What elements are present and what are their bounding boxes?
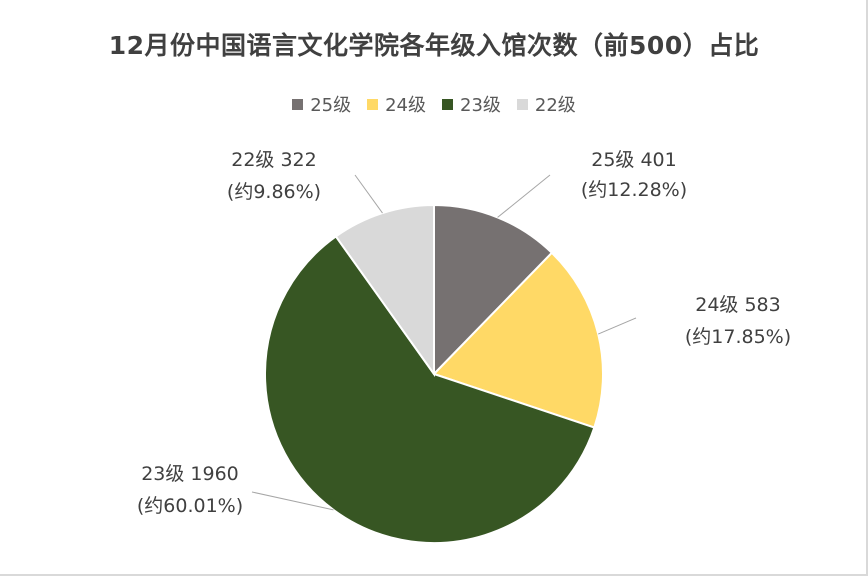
legend-swatch-24 xyxy=(367,98,379,110)
legend-item-25: 25级 xyxy=(292,91,351,117)
legend: 25级 24级 23级 22级 xyxy=(0,91,868,117)
legend-label-25: 25级 xyxy=(310,95,352,116)
legend-swatch-25 xyxy=(292,98,304,110)
legend-label-22: 22级 xyxy=(534,95,576,116)
leader-line-24 xyxy=(598,317,637,335)
pie-slice-25 xyxy=(433,203,554,377)
data-label-percent-25: (约12.28%) xyxy=(581,179,687,201)
legend-item-24: 24级 xyxy=(367,91,426,117)
legend-swatch-23 xyxy=(442,98,453,110)
data-label-value-24: 24级 583 xyxy=(695,294,780,316)
legend-label-24: 24级 xyxy=(385,95,426,116)
leader-line-23 xyxy=(251,491,334,511)
pie-slice-24 xyxy=(432,251,604,429)
legend-item-22: 22级 xyxy=(516,91,576,117)
data-label-value-25: 25级 401 xyxy=(591,149,676,171)
data-label-value-23: 23级 1960 xyxy=(141,463,239,485)
legend-swatch-22 xyxy=(516,98,528,110)
pie-slice-23 xyxy=(264,235,596,544)
data-label-value-22: 22级 322 xyxy=(231,149,316,171)
chart-title: 12月份中国语言文化学院各年级入馆次数（前500）占比 xyxy=(108,31,760,60)
leader-line-22 xyxy=(354,174,383,214)
data-label-percent-23: (约60.01%) xyxy=(137,495,243,517)
leader-line-25 xyxy=(497,174,551,218)
data-label-percent-22: (约9.86%) xyxy=(227,181,321,203)
data-label-percent-24: (约17.85%) xyxy=(685,326,791,348)
legend-label-23: 23级 xyxy=(460,95,501,116)
legend-item-23: 23级 xyxy=(442,91,501,117)
